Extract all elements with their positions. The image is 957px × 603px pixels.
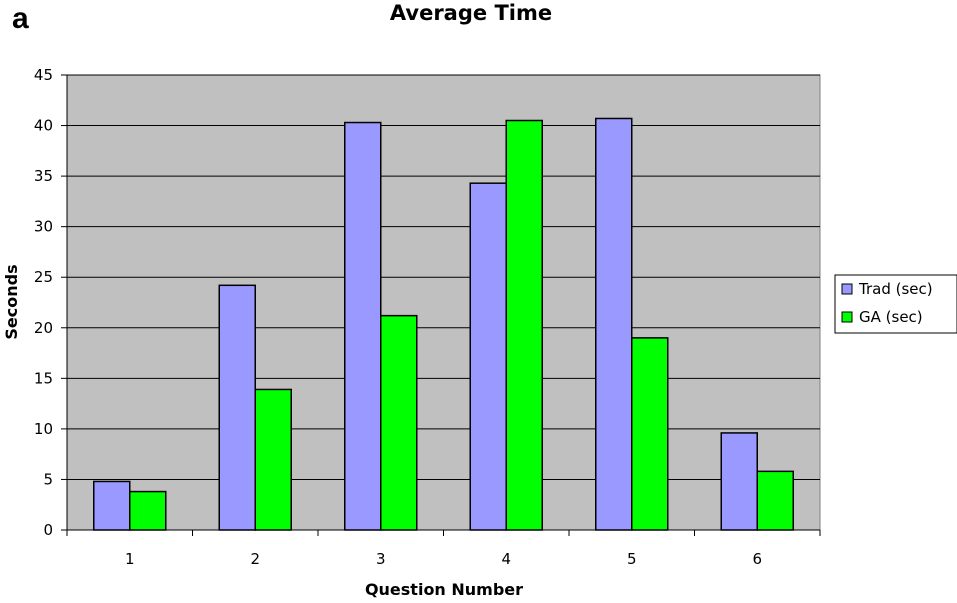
y-axis-title: Seconds <box>2 264 21 339</box>
plot-area <box>66 74 821 531</box>
gridlines <box>67 74 820 480</box>
chart-title: Average Time <box>390 1 552 25</box>
y-tick-label: 15 <box>34 369 53 387</box>
bar-ga-sec-q6 <box>756 470 794 531</box>
y-tick-label: 40 <box>34 117 53 135</box>
bar-ga-sec-q4 <box>505 119 543 531</box>
y-axis-ticks: 0 5 10 15 20 25 30 35 40 45 <box>34 66 67 539</box>
bar-ga-sec-q2 <box>254 388 292 531</box>
y-tick-label: 30 <box>34 218 53 236</box>
y-tick-label: 35 <box>34 167 53 185</box>
legend-label: GA (sec) <box>859 308 923 326</box>
y-tick-label: 5 <box>43 470 53 488</box>
x-tick-label: 4 <box>501 550 511 568</box>
x-tick-label: 3 <box>376 550 386 568</box>
bar-trad-sec-q3 <box>344 121 382 531</box>
y-tick-label: 45 <box>34 66 53 84</box>
legend-swatch <box>841 283 853 295</box>
legend-swatch <box>841 311 853 323</box>
x-tick-label: 1 <box>125 550 135 568</box>
x-axis-title: Question Number <box>365 580 523 599</box>
y-tick-label: 20 <box>34 319 53 337</box>
x-axis-ticks: 1 2 3 4 5 6 <box>66 530 821 568</box>
y-tick-label: 25 <box>34 268 53 286</box>
panel-label: a <box>12 2 29 35</box>
bar-trad-sec-q1 <box>93 480 131 531</box>
bar-ga-sec-q1 <box>129 490 167 531</box>
x-tick-label: 6 <box>752 550 762 568</box>
bar-ga-sec-q3 <box>380 314 418 531</box>
bars <box>93 117 794 531</box>
legend-label: Trad (sec) <box>858 280 933 298</box>
bar-trad-sec-q4 <box>469 182 507 531</box>
bar-trad-sec-q5 <box>595 117 633 531</box>
bar-ga-sec-q5 <box>631 337 669 531</box>
bar-trad-sec-q2 <box>218 284 256 531</box>
y-tick-label: 10 <box>34 420 53 438</box>
legend-box <box>834 274 957 334</box>
y-tick-label: 0 <box>43 521 53 539</box>
x-tick-label: 5 <box>627 550 637 568</box>
legend: Trad (sec) GA (sec) <box>834 274 957 334</box>
bar-trad-sec-q6 <box>720 432 758 531</box>
x-tick-label: 2 <box>250 550 260 568</box>
